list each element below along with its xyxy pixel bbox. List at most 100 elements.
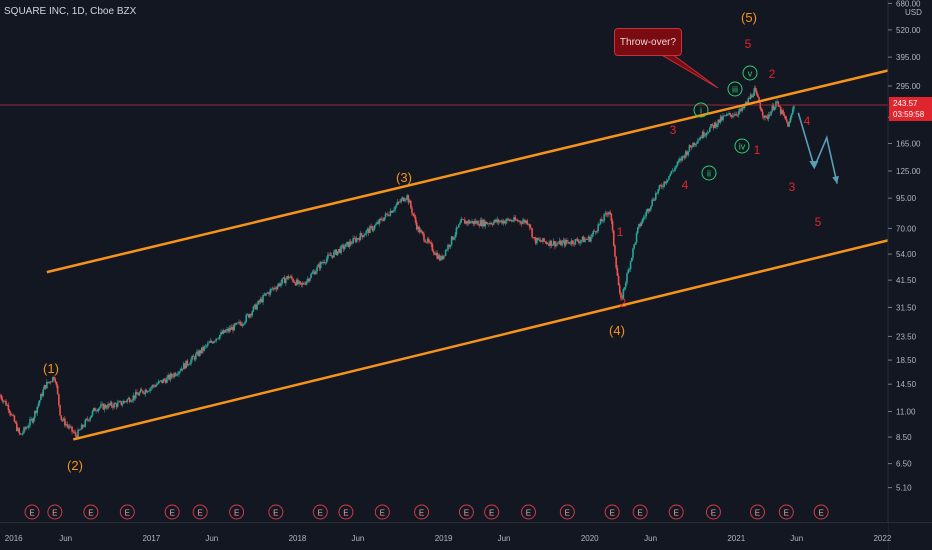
time-tick-label: Jun (790, 534, 803, 543)
earnings-marker-label: E (52, 509, 57, 518)
candle-body (476, 221, 478, 224)
candle-body (20, 434, 23, 435)
candle-body (287, 276, 290, 279)
candle-body (202, 347, 204, 351)
price-tick-label: 165.00 (896, 140, 921, 149)
candle-body (35, 411, 37, 413)
earnings-marker-label: E (674, 509, 679, 518)
candle-body (181, 368, 184, 370)
candle-body (229, 327, 232, 330)
candle-body (11, 414, 13, 416)
candle-body (603, 214, 605, 221)
major-wave-label: (2) (67, 458, 83, 473)
candle-body (259, 298, 262, 303)
candle-body (628, 269, 631, 270)
candle-body (478, 225, 481, 226)
candle-body (157, 381, 160, 384)
projection-wave-label: 4 (804, 114, 811, 128)
candle-body (395, 204, 398, 207)
candle-body (376, 222, 378, 225)
candle-body (454, 234, 457, 238)
earnings-marker (414, 504, 430, 520)
candle-body (500, 220, 502, 222)
candle-body (624, 282, 627, 288)
candle-body (449, 244, 452, 247)
candle-body (634, 242, 637, 245)
candle-body (347, 241, 350, 247)
projection-wave-label: 5 (815, 215, 822, 229)
candle-body (723, 115, 726, 117)
candle-body (12, 414, 15, 416)
candle-body (164, 380, 167, 383)
candle-body (150, 387, 153, 389)
candle-body (783, 114, 786, 116)
candle-body (739, 108, 741, 112)
candle-body (210, 340, 213, 343)
candle-body (572, 240, 574, 244)
candle-body (742, 106, 745, 108)
candle-body (243, 323, 245, 325)
candle-body (220, 332, 222, 335)
candle-body (95, 410, 97, 412)
candle-body (241, 324, 244, 326)
minor-wave-label: 1 (617, 225, 624, 239)
candle-body (734, 114, 736, 116)
earnings-marker (604, 504, 620, 520)
candle-body (357, 238, 359, 239)
candle-body (208, 342, 210, 344)
candle-body (636, 227, 639, 234)
earnings-marker-label: E (464, 509, 469, 518)
earnings-marker-label: E (755, 509, 760, 518)
candle-body (65, 424, 67, 426)
candle-body (381, 218, 383, 221)
candle-body (312, 271, 315, 273)
candle-body (390, 210, 393, 213)
candle-body (226, 329, 228, 331)
candle-body (223, 330, 226, 333)
minor-wave-label: 3 (670, 123, 677, 137)
candle-body (656, 193, 658, 194)
candle-body (612, 230, 615, 246)
candle-body (40, 394, 42, 401)
time-axis-bg (0, 522, 888, 550)
candle-body (580, 240, 583, 242)
candle-body (80, 424, 83, 430)
candle-body (531, 228, 533, 238)
candle-body (427, 238, 430, 243)
candle-body (736, 114, 739, 116)
candle-body (508, 219, 511, 221)
candle-body (282, 277, 285, 279)
candle-body (773, 107, 776, 110)
minor-wave-label: 5 (745, 37, 752, 51)
candle-body (119, 401, 121, 402)
candle-body (560, 240, 562, 246)
candle-body (231, 326, 233, 330)
candle-body (446, 249, 448, 251)
candle-body (182, 363, 185, 370)
candle-body (225, 330, 227, 333)
candle-body (240, 323, 243, 326)
candle-body (214, 340, 216, 342)
candle-body (716, 124, 718, 128)
candle-body (439, 256, 442, 261)
candle-body (495, 219, 497, 223)
candle-body (244, 321, 246, 324)
candle-body (668, 175, 670, 180)
price-tick-label: 18.50 (896, 356, 917, 365)
candle-body (295, 279, 298, 286)
candle-body (735, 114, 738, 115)
candle-body (318, 264, 321, 269)
candle-body (154, 385, 156, 387)
sub-wave-circle (727, 81, 743, 97)
candle-body (582, 236, 585, 243)
candle-body (509, 220, 512, 221)
candle-body (245, 314, 248, 322)
candle-body (329, 254, 332, 256)
candle-body (114, 403, 117, 404)
sub-wave-circle (693, 102, 709, 118)
candle-body (540, 241, 543, 242)
candle-body (658, 185, 661, 190)
candle-body (299, 281, 302, 283)
earnings-marker-label: E (419, 509, 424, 518)
